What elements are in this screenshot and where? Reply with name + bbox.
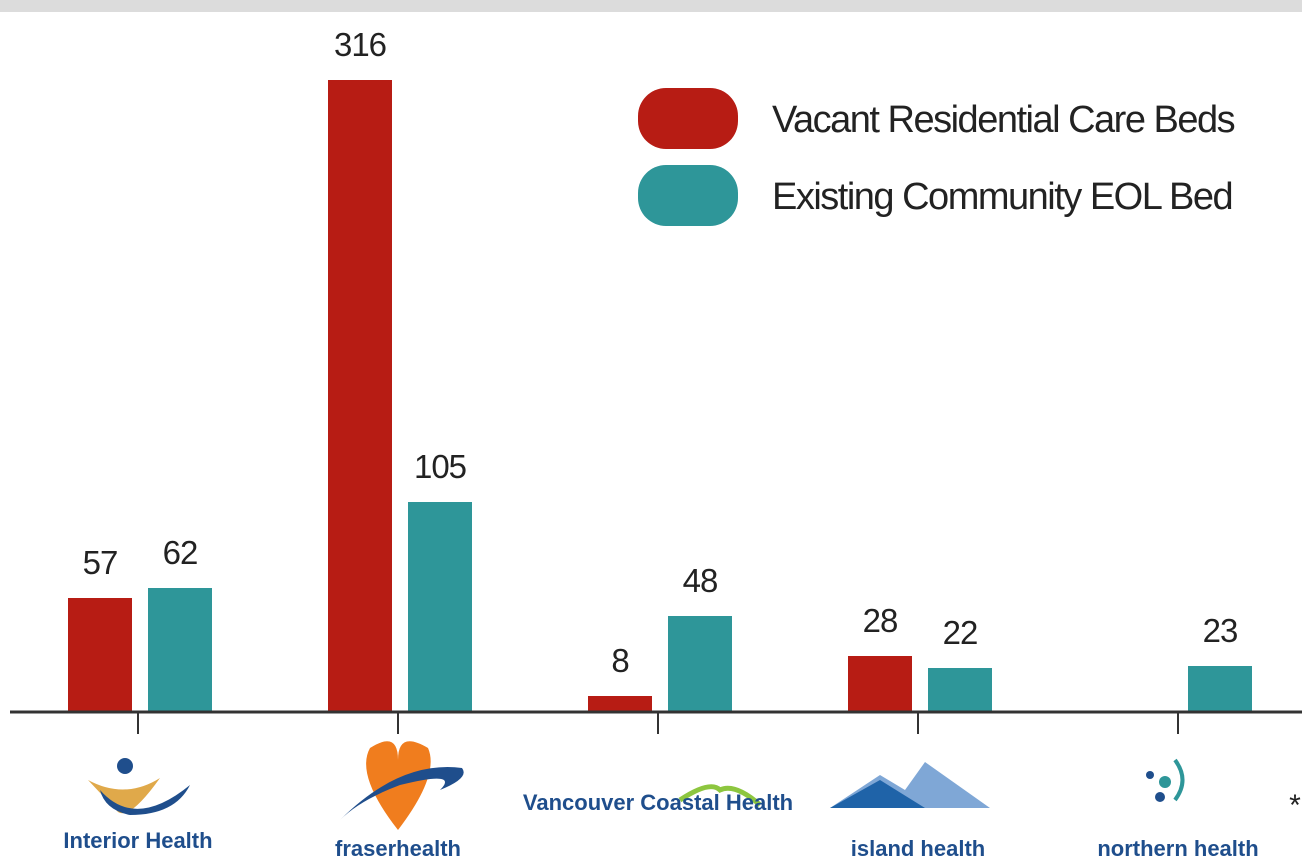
top-band	[0, 0, 1302, 12]
legend-swatch	[638, 165, 738, 226]
logo-vch	[678, 784, 762, 807]
value-label: 28	[863, 602, 898, 639]
legend-label: Existing Community EOL Bed	[772, 176, 1232, 218]
bar	[328, 80, 392, 712]
bar	[408, 502, 472, 712]
value-label: 316	[334, 26, 386, 63]
value-label: 23	[1203, 612, 1238, 649]
bar	[148, 588, 212, 712]
bar	[848, 656, 912, 712]
bar	[68, 598, 132, 712]
x-tick-label: Vancouver Coastal Health	[523, 790, 793, 815]
bar	[1188, 666, 1252, 712]
logo-northern	[1146, 758, 1185, 802]
x-tick-label: northern health	[1097, 836, 1258, 861]
legend-label: Vacant Residential Care Beds	[772, 99, 1235, 141]
logo-island	[830, 762, 990, 808]
value-label: 57	[83, 544, 118, 581]
annotation: *	[1289, 789, 1301, 822]
value-label: 105	[414, 448, 466, 485]
bar	[928, 668, 992, 712]
x-tick-label: island health	[851, 836, 985, 861]
logo-interior	[88, 758, 190, 815]
bar	[588, 696, 652, 712]
bar	[668, 616, 732, 712]
value-label: 48	[683, 562, 718, 599]
x-tick-label: fraserhealth	[335, 836, 461, 861]
logo-fraser	[340, 741, 464, 830]
value-label: 62	[163, 534, 198, 571]
value-label: 22	[943, 614, 978, 651]
x-tick-label: Interior Health	[63, 828, 212, 853]
value-label: 8	[611, 642, 628, 679]
legend-swatch	[638, 88, 738, 149]
